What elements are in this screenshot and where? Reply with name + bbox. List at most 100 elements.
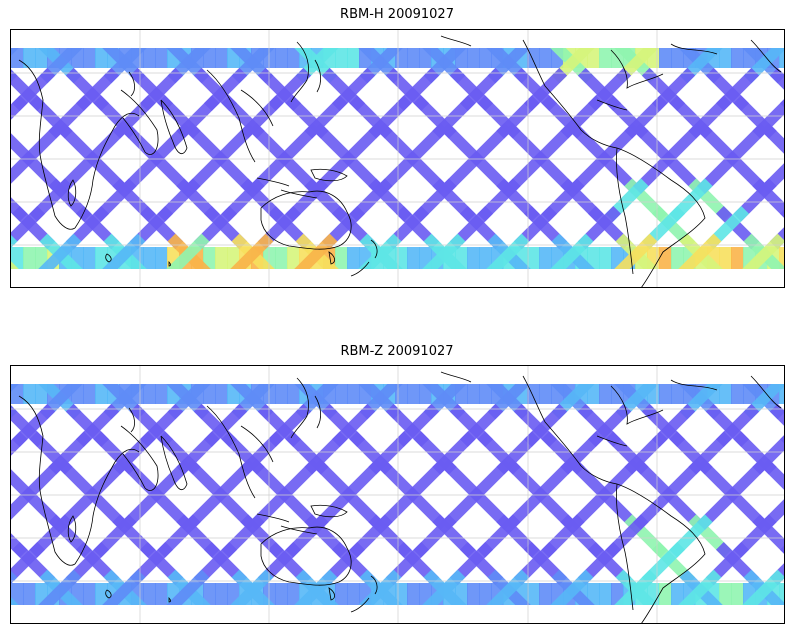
swath-descending: [313, 123, 357, 167]
swath-ascending: [560, 95, 604, 139]
swath-ascending: [651, 403, 696, 448]
swath-cell-bottom: [671, 247, 684, 269]
swath-cell-bottom: [407, 583, 420, 605]
coastline: [580, 129, 618, 149]
coastlines: [18, 35, 782, 287]
swath-cell-top: [83, 48, 96, 68]
swath-ascending: [705, 541, 750, 586]
swath-ascending: [340, 459, 384, 503]
swath-ascending: [742, 233, 784, 269]
swath-cell-bottom: [95, 583, 108, 605]
swath-ascending: [331, 67, 376, 112]
coastline: [616, 147, 634, 275]
swath-cell-bottom: [203, 247, 216, 269]
swath-descending: [724, 486, 768, 530]
swath-cell-bottom: [599, 583, 612, 605]
swath-ascending: [660, 123, 704, 167]
swath-cell-top: [539, 48, 552, 68]
swath-ascending: [93, 514, 137, 558]
swath-ascending: [304, 95, 348, 139]
swath-ascending: [212, 459, 256, 503]
coastline: [370, 239, 378, 259]
swath-ascending: [193, 205, 238, 250]
swath-cell-top: [407, 48, 420, 68]
swath-ascending: [11, 95, 28, 120]
swath-ascending: [313, 150, 357, 194]
swath-cell-top: [275, 384, 288, 404]
coastline: [18, 59, 76, 230]
swath-ascending: [459, 67, 504, 112]
swath-descending: [65, 403, 110, 448]
swath-ascending: [487, 384, 531, 420]
swath-descending: [84, 150, 128, 194]
swath-descending: [11, 533, 28, 558]
swath-cell-top: [203, 384, 216, 404]
swath-descending: [11, 205, 56, 250]
swath-descending: [267, 205, 312, 250]
swath-descending: [249, 123, 293, 167]
swath-ascending: [596, 459, 640, 503]
swath-descending: [769, 403, 784, 426]
coastline: [314, 59, 321, 93]
swath-ascending: [294, 233, 338, 269]
swath-descending: [651, 541, 696, 586]
coastline: [370, 575, 378, 595]
swath-ascending: [423, 48, 467, 84]
swath-descending: [641, 403, 686, 448]
swath-ascending: [102, 233, 146, 269]
swath-ascending: [413, 514, 457, 558]
swath-cell-bottom: [539, 583, 552, 605]
coastline: [522, 375, 582, 467]
swath-descending: [441, 123, 485, 167]
swath-ascending: [48, 95, 92, 139]
swath-descending: [404, 150, 448, 194]
swath-ascending: [48, 431, 92, 475]
coastline: [610, 49, 664, 89]
swath-cell-bottom: [479, 247, 492, 269]
swath-ascending: [679, 384, 723, 420]
coastline: [280, 189, 318, 199]
swath-cell-top: [407, 384, 420, 404]
swath-descending: [569, 459, 613, 503]
swath-cell-bottom: [659, 247, 672, 269]
swath-descending: [459, 205, 504, 250]
swath-descending: [129, 403, 174, 448]
swath-cell-bottom: [11, 247, 24, 269]
swath-ascending: [733, 514, 777, 558]
swath-ascending: [532, 459, 576, 503]
swath-ascending: [112, 95, 156, 139]
swath-ascending: [11, 486, 37, 520]
swath-descending: [11, 69, 46, 112]
swath-descending: [641, 67, 686, 112]
swath-ascending: [577, 205, 622, 250]
swath-ascending: [11, 541, 46, 584]
swath-descending: [11, 405, 46, 448]
swath-descending: [459, 541, 504, 586]
coastline: [314, 395, 321, 429]
swath-descending: [377, 123, 421, 167]
swath-ascending: [212, 123, 256, 167]
swath-descending: [276, 486, 320, 530]
swath-ascending: [358, 233, 402, 269]
swath-cell-bottom: [671, 583, 684, 605]
swath-cell-top: [215, 48, 228, 68]
swath-descending: [11, 197, 28, 222]
swath-ascending: [449, 541, 494, 586]
swath-cell-bottom: [467, 247, 480, 269]
swath-ascending: [358, 569, 402, 605]
swath-ascending: [560, 431, 604, 475]
swath-descending: [395, 541, 440, 586]
coastline: [670, 379, 718, 391]
swath-cell-top: [479, 384, 492, 404]
swath-ascending: [496, 95, 540, 139]
swath-descending: [11, 133, 37, 167]
swath-ascending: [103, 384, 147, 420]
coastline: [750, 39, 782, 73]
swath-ascending: [57, 150, 101, 194]
coastline: [596, 435, 628, 447]
swath-ascending: [313, 486, 357, 530]
swath-descending: [705, 403, 750, 448]
swath-ascending: [359, 48, 403, 84]
swath-descending: [75, 205, 120, 250]
swath-descending: [715, 205, 760, 250]
